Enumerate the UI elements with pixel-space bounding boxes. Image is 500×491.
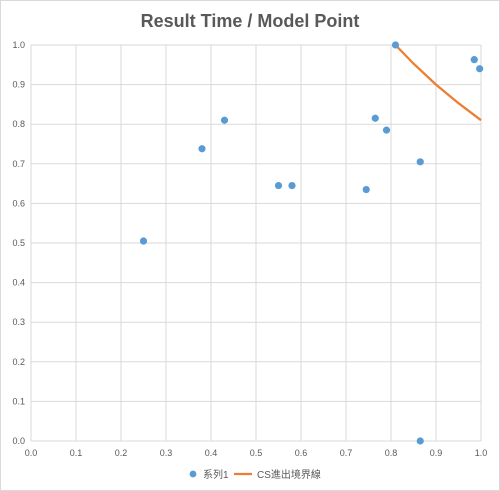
data-point	[198, 145, 206, 153]
legend-marker-icon	[189, 470, 197, 478]
data-point	[416, 437, 424, 445]
x-tick-label: 0.9	[430, 448, 443, 458]
y-tick-label: 0.2	[12, 357, 25, 367]
x-tick-label: 0.2	[115, 448, 128, 458]
data-point	[371, 114, 379, 122]
y-tick-label: 0.8	[12, 119, 25, 129]
y-tick-label: 0.9	[12, 80, 25, 90]
x-tick-label: 0.4	[205, 448, 218, 458]
y-tick-label: 0.7	[12, 159, 25, 169]
y-tick-label: 1.0	[12, 40, 25, 50]
x-tick-label: 0.6	[295, 448, 308, 458]
data-point	[220, 116, 229, 124]
data-point	[382, 126, 391, 134]
chart-title: Result Time / Model Point	[141, 11, 360, 31]
y-tick-label: 0.0	[12, 436, 25, 446]
y-tick-label: 0.5	[12, 238, 25, 248]
legend-label: 系列1	[203, 468, 229, 481]
legend: 系列1 CS進出境界線	[189, 468, 321, 481]
x-tick-label: 0.5	[250, 448, 263, 458]
data-point	[288, 181, 296, 190]
x-tick-label: 0.7	[340, 448, 353, 458]
x-tick-label: 1.0	[475, 448, 488, 458]
y-tick-label: 0.4	[12, 278, 25, 288]
x-tick-label: 0.0	[25, 448, 38, 458]
data-point	[476, 65, 484, 73]
x-tick-label: 0.3	[160, 448, 173, 458]
y-tick-label: 0.3	[12, 317, 25, 327]
data-point	[391, 41, 400, 49]
data-point	[274, 181, 283, 190]
plot-area	[139, 41, 484, 445]
data-point	[362, 185, 370, 194]
x-tick-label: 0.8	[385, 448, 398, 458]
data-point	[470, 56, 478, 64]
legend-label: CS進出境界線	[257, 468, 321, 481]
grid	[30, 44, 482, 442]
y-tick-label: 0.1	[12, 396, 25, 406]
data-point	[139, 237, 148, 245]
y-tick-label: 0.6	[12, 198, 25, 208]
x-tick-label: 0.1	[70, 448, 83, 458]
boundary-line	[394, 44, 482, 122]
tick-labels: 0.0 0.1 0.2 0.3 0.4 0.5 0.6 0.7 0.8 0.9 1.0 0.0 0.1 0…	[12, 40, 487, 458]
data-point	[416, 158, 424, 166]
